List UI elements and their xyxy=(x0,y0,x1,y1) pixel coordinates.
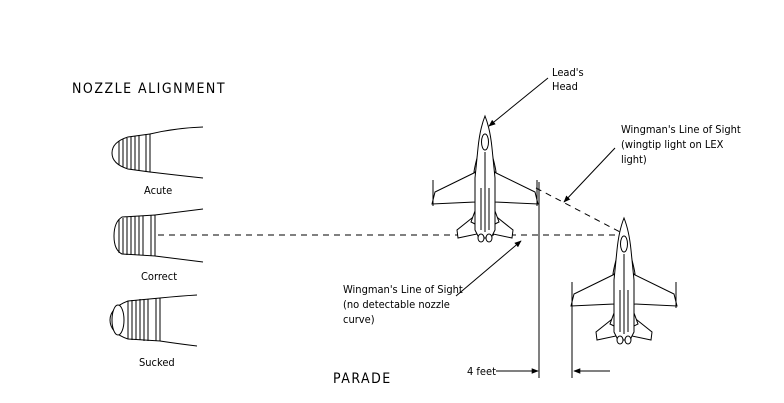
nozzle-correct-figure xyxy=(113,208,204,263)
nozzle-sucked-figure xyxy=(109,294,198,347)
lead-aircraft xyxy=(431,115,539,243)
wingman-los-nozzle-line1: Wingman's Line of Sight xyxy=(343,283,463,296)
wingman-los-nozzle-leader-line xyxy=(455,240,522,297)
wingman-los-nozzle-line3: curve) xyxy=(343,313,375,326)
leads-head-label-line2: Head xyxy=(552,80,578,93)
distance-label: 4 feet xyxy=(467,365,496,378)
nozzle-acute-figure xyxy=(111,126,204,179)
nozzle-alignment-title: NOZZLE ALIGNMENT xyxy=(72,81,226,97)
nozzle-label-correct: Correct xyxy=(141,270,177,283)
leads-head-leader-line xyxy=(488,77,549,127)
nozzle-label-acute: Acute xyxy=(144,184,172,197)
wingman-los-nozzle-line2: (no detectable nozzle xyxy=(343,298,450,311)
wingman-los-lex-line1: Wingman's Line of Sight xyxy=(621,123,741,136)
wingman-line-of-sight-lex xyxy=(535,187,621,233)
wingman-aircraft xyxy=(570,217,678,345)
parade-title: PARADE xyxy=(333,371,392,387)
nozzle-label-sucked: Sucked xyxy=(139,356,175,369)
wingman-los-lex-line2: (wingtip light on LEX xyxy=(621,138,724,151)
wingman-los-lex-line3: light) xyxy=(621,153,647,166)
leads-head-label-line1: Lead's xyxy=(552,66,584,79)
wingman-los-lex-leader-line xyxy=(563,147,616,203)
